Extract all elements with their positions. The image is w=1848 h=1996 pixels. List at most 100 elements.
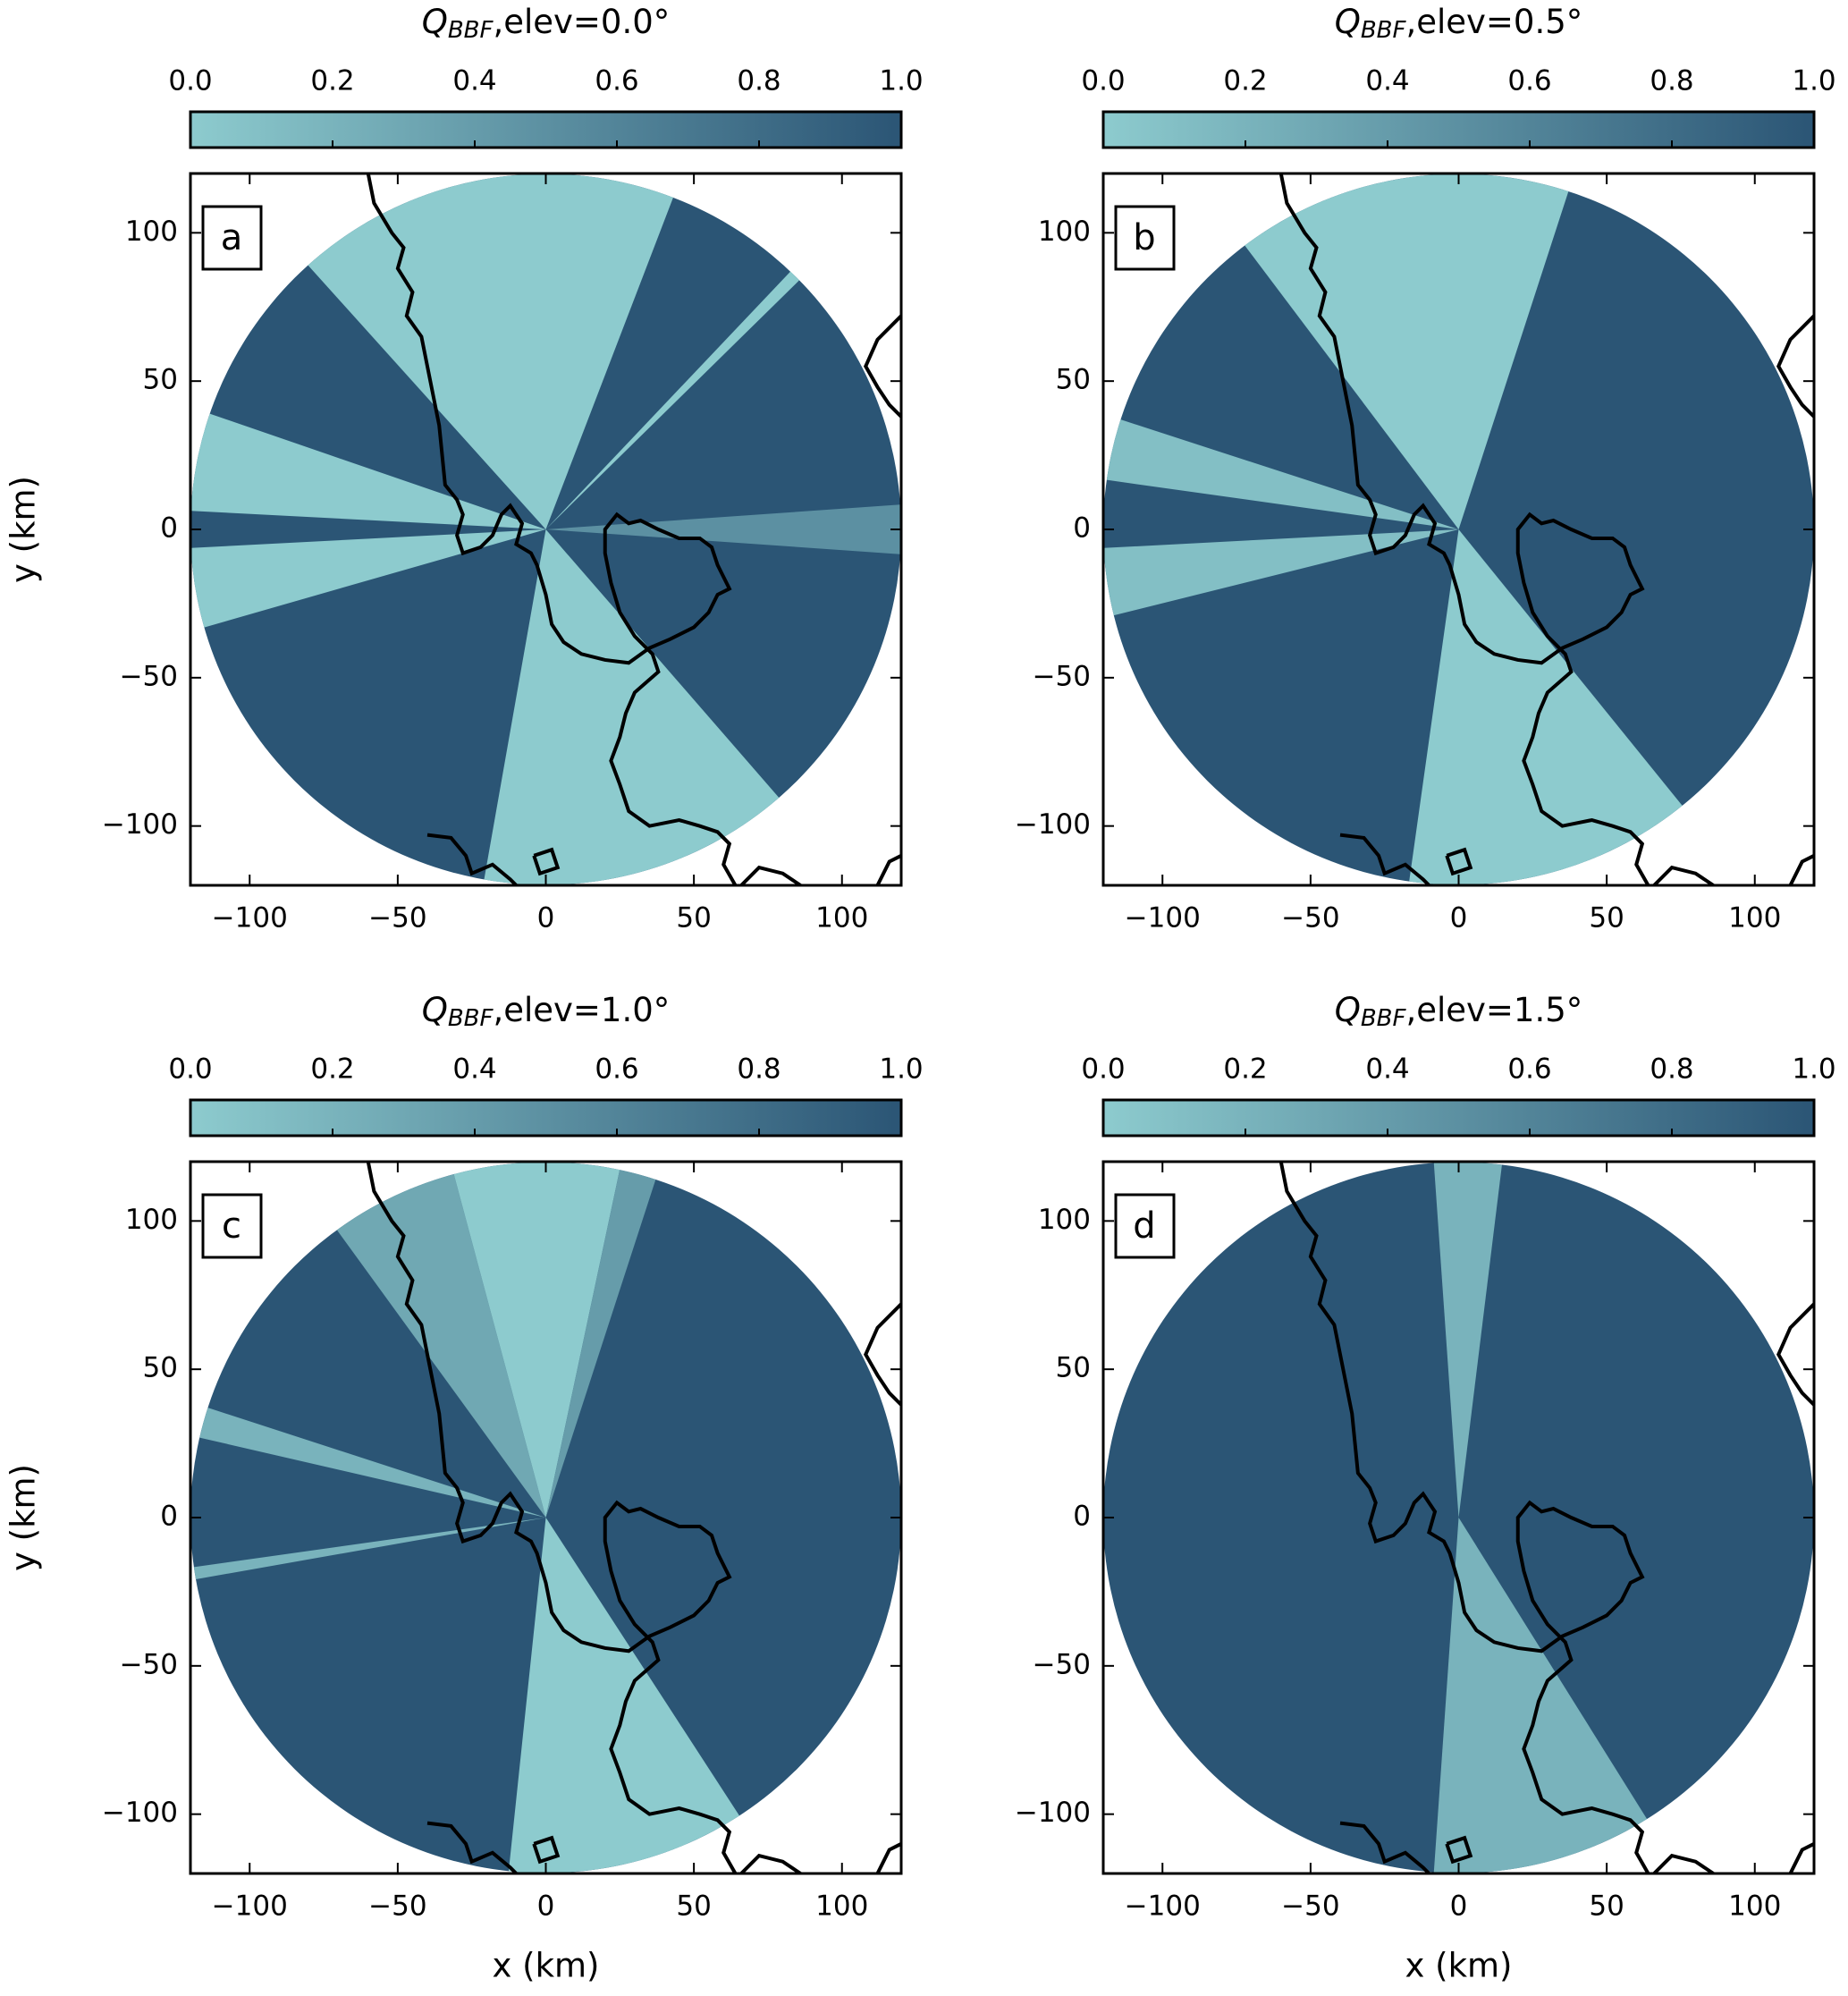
coastline bbox=[1776, 1302, 1814, 1407]
x-tick-label: −50 bbox=[368, 902, 426, 935]
panel-label-box bbox=[201, 1193, 263, 1259]
coastline bbox=[1776, 314, 1814, 419]
y-tick-label: −50 bbox=[1033, 1648, 1091, 1680]
colorbar-tick-label: 0.4 bbox=[452, 1053, 496, 1086]
x-tick-label: −50 bbox=[368, 1890, 426, 1923]
y-tick-label: 100 bbox=[125, 216, 178, 248]
panel: QBBF,elev=0.0° 0.0 0.2 0.4 0.6 0.8 1.0 −100 −50 0… bbox=[4, 3, 924, 935]
x-axis-label: x (km) bbox=[493, 1947, 600, 1985]
coastline bbox=[864, 1302, 901, 1407]
coastline bbox=[864, 314, 901, 419]
y-tick-label: 50 bbox=[1056, 1352, 1091, 1384]
y-tick-label: −100 bbox=[1015, 1797, 1091, 1829]
blockage-sector bbox=[193, 1518, 546, 1580]
x-tick-label: −100 bbox=[212, 1890, 288, 1923]
y-tick-label: 50 bbox=[1056, 364, 1091, 396]
blockage-sector bbox=[453, 1162, 620, 1518]
colorbar-tick-label: 0.4 bbox=[1365, 1053, 1409, 1086]
panel-title: QBBF,elev=1.5° bbox=[1335, 991, 1583, 1032]
x-tick-label: −100 bbox=[1125, 1890, 1201, 1923]
colorbar bbox=[189, 110, 903, 149]
blockage-sector bbox=[1409, 529, 1683, 885]
y-tick-label: 100 bbox=[1038, 1204, 1091, 1236]
panel-label: d bbox=[1133, 1205, 1155, 1247]
y-tick-label: −100 bbox=[1015, 808, 1091, 841]
plot-area bbox=[190, 173, 901, 885]
blockage-sector bbox=[484, 529, 780, 885]
coastline bbox=[875, 854, 901, 885]
colorbar-tick-label: 1.0 bbox=[879, 65, 923, 97]
title-subscript: BBF bbox=[448, 17, 494, 44]
panel-label: b bbox=[1133, 217, 1155, 258]
colorbar-tick-label: 0.2 bbox=[310, 1053, 354, 1086]
x-tick-label: 0 bbox=[1450, 902, 1468, 935]
colorbar-tick-label: 0.8 bbox=[737, 65, 781, 97]
blockage-sector bbox=[545, 504, 901, 554]
title-symbol: Q bbox=[1335, 991, 1361, 1029]
x-tick-label: 100 bbox=[815, 1890, 868, 1923]
x-tick-label: −50 bbox=[1281, 1890, 1339, 1923]
colorbar-tick-label: 1.0 bbox=[879, 1053, 923, 1086]
y-tick-label: −100 bbox=[102, 1797, 178, 1829]
blockage-sector bbox=[190, 529, 546, 628]
blockage-sector bbox=[545, 271, 800, 529]
blockage-sector bbox=[1103, 529, 1459, 616]
blockage-sector bbox=[1433, 1162, 1502, 1518]
colorbar-tick-label: 0.2 bbox=[1223, 65, 1267, 97]
title-symbol: Q bbox=[422, 3, 448, 41]
x-tick-label: −100 bbox=[1125, 902, 1201, 935]
panel: QBBF,elev=1.0° 0.0 0.2 0.4 0.6 0.8 1.0 −100 −50 0… bbox=[4, 991, 924, 1985]
coastline bbox=[1445, 847, 1473, 876]
panel-label-box bbox=[1114, 1193, 1176, 1259]
colorbar-tick-label: 0.6 bbox=[595, 65, 638, 97]
colorbar-tick-label: 0.0 bbox=[1081, 1053, 1125, 1086]
y-axis-label: y (km) bbox=[4, 476, 43, 583]
coastline bbox=[1788, 1842, 1814, 1873]
coastline bbox=[1339, 833, 1430, 885]
x-tick-label: 0 bbox=[537, 1890, 555, 1923]
coastline bbox=[739, 865, 802, 885]
y-tick-label: −50 bbox=[1033, 660, 1091, 692]
panel-label-box bbox=[201, 205, 263, 271]
panel-title: QBBF,elev=0.5° bbox=[1335, 3, 1583, 44]
plot-area bbox=[1103, 173, 1814, 885]
coastline bbox=[1339, 1821, 1430, 1873]
coastline bbox=[426, 1821, 518, 1873]
panel: QBBF,elev=1.5° 0.0 0.2 0.4 0.6 0.8 1.0 −100 −50 0… bbox=[1015, 991, 1836, 1985]
colorbar-tick-label: 0.6 bbox=[1507, 65, 1551, 97]
coastline bbox=[532, 847, 561, 876]
colorbar-tick-label: 0.8 bbox=[1650, 1053, 1693, 1086]
coastline bbox=[1652, 865, 1715, 885]
title-symbol: Q bbox=[1335, 3, 1361, 41]
title-symbol: Q bbox=[422, 991, 448, 1029]
y-tick-label: 50 bbox=[143, 364, 178, 396]
blockage-sector bbox=[336, 1174, 546, 1518]
title-suffix: ,elev=1.0° bbox=[493, 991, 670, 1029]
blockage-sector bbox=[1245, 173, 1569, 530]
y-tick-label: 0 bbox=[160, 512, 178, 545]
y-tick-label: 0 bbox=[1073, 512, 1091, 545]
x-tick-label: 0 bbox=[1450, 1890, 1468, 1923]
colorbar bbox=[1101, 110, 1816, 149]
panel-label: a bbox=[221, 217, 243, 258]
x-tick-label: 50 bbox=[1589, 902, 1624, 935]
colorbar bbox=[189, 1098, 903, 1138]
plot-area bbox=[1103, 1162, 1814, 1873]
x-tick-label: 100 bbox=[1728, 1890, 1781, 1923]
colorbar-tick-label: 0.8 bbox=[1650, 65, 1693, 97]
y-tick-label: 100 bbox=[1038, 216, 1091, 248]
x-tick-label: 50 bbox=[676, 1890, 711, 1923]
colorbar bbox=[1101, 1098, 1816, 1138]
title-subscript: BBF bbox=[1361, 1005, 1407, 1032]
coastline bbox=[366, 1162, 738, 1873]
y-tick-label: −50 bbox=[120, 1648, 178, 1680]
x-axis-label: x (km) bbox=[1405, 1947, 1513, 1985]
panel-label-box bbox=[1114, 205, 1176, 271]
coastline bbox=[1445, 1835, 1473, 1865]
colorbar-tick-label: 0.4 bbox=[1365, 65, 1409, 97]
title-suffix: ,elev=0.0° bbox=[493, 3, 670, 41]
x-tick-label: 0 bbox=[537, 902, 555, 935]
title-suffix: ,elev=0.5° bbox=[1405, 3, 1582, 41]
y-tick-label: 50 bbox=[143, 1352, 178, 1384]
colorbar-tick-label: 0.0 bbox=[168, 65, 212, 97]
